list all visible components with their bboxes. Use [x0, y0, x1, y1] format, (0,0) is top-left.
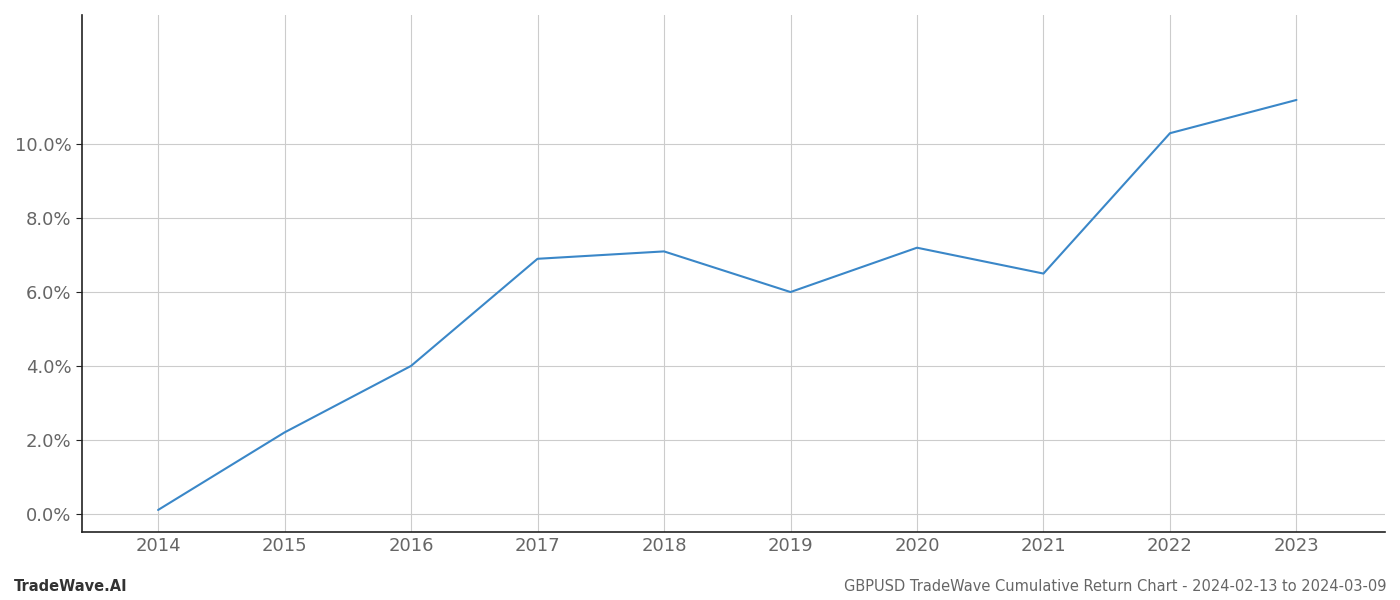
Text: GBPUSD TradeWave Cumulative Return Chart - 2024-02-13 to 2024-03-09: GBPUSD TradeWave Cumulative Return Chart…: [843, 579, 1386, 594]
Text: TradeWave.AI: TradeWave.AI: [14, 579, 127, 594]
